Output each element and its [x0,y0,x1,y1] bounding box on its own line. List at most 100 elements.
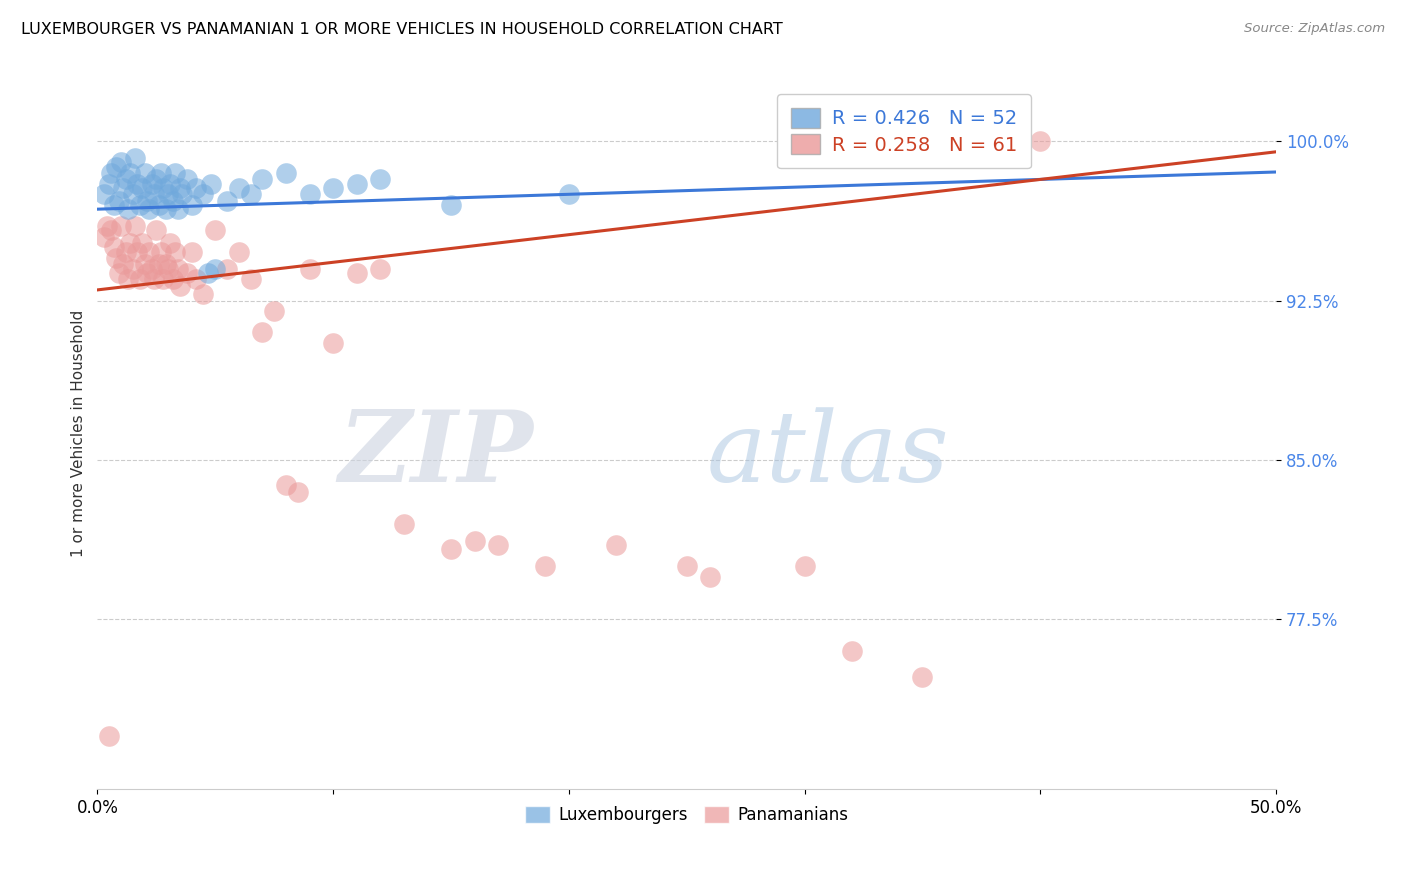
Point [165,166,187,180]
Text: LUXEMBOURGER VS PANAMANIAN 1 OR MORE VEHICLES IN HOUSEHOLD CORRELATION CHART: LUXEMBOURGER VS PANAMANIAN 1 OR MORE VEH… [21,22,783,37]
Point [172,187,194,202]
Point [152,272,174,286]
Point [162,272,184,286]
Point [186,181,208,195]
Point [114,172,136,186]
Point [605,538,627,552]
Point [699,570,721,584]
Point [239,187,262,202]
Point [197,266,219,280]
Point [157,187,180,202]
Point [134,257,156,271]
Point [131,181,153,195]
Point [103,240,125,254]
Point [981,134,1004,148]
Point [159,236,181,251]
Point [93,187,115,202]
Point [346,266,368,280]
Point [114,244,136,259]
Point [105,251,128,265]
Point [121,187,143,202]
Point [157,261,180,276]
Point [159,177,181,191]
Point [120,166,142,180]
Point [138,244,160,259]
Point [534,559,557,574]
Point [121,261,143,276]
Point [841,644,863,658]
Text: atlas: atlas [707,407,949,502]
Point [135,266,157,280]
Point [486,538,509,552]
Point [392,516,415,531]
Point [162,194,184,208]
Point [112,181,135,195]
Point [148,257,170,271]
Point [138,202,160,216]
Point [204,223,226,237]
Point [793,559,815,574]
Point [204,261,226,276]
Point [440,542,463,557]
Point [152,181,174,195]
Point [558,187,581,202]
Point [112,257,135,271]
Point [252,326,274,340]
Point [166,202,188,216]
Point [263,304,285,318]
Point [96,219,118,234]
Point [135,194,157,208]
Point [117,202,139,216]
Point [193,187,215,202]
Point [100,166,122,180]
Point [128,272,150,286]
Point [155,202,177,216]
Point [186,272,208,286]
Point [127,244,149,259]
Point [165,244,187,259]
Point [166,261,188,276]
Point [298,261,321,276]
Point [169,278,191,293]
Point [287,484,309,499]
Text: Source: ZipAtlas.com: Source: ZipAtlas.com [1244,22,1385,36]
Point [274,166,297,180]
Point [322,181,344,195]
Point [228,181,250,195]
Point [107,266,129,280]
Point [298,187,321,202]
Point [148,198,170,212]
Legend: Luxembourgers, Panamanians: Luxembourgers, Panamanians [515,796,859,834]
Point [228,244,250,259]
Point [200,177,222,191]
Point [150,244,173,259]
Point [98,177,121,191]
Point [180,244,202,259]
Point [1029,134,1052,148]
Point [127,177,149,191]
Point [105,160,128,174]
Point [252,172,274,186]
Point [346,177,368,191]
Point [440,198,463,212]
Y-axis label: 1 or more Vehicles in Household: 1 or more Vehicles in Household [72,310,86,557]
Point [134,166,156,180]
Point [911,670,934,684]
Point [98,729,121,743]
Point [155,257,177,271]
Point [675,559,697,574]
Point [131,236,153,251]
Point [100,223,122,237]
Point [169,181,191,195]
Point [193,287,215,301]
Text: ZIP: ZIP [339,407,533,503]
Point [368,261,391,276]
Point [215,261,238,276]
Point [110,219,132,234]
Point [176,266,198,280]
Point [110,155,132,169]
Point [368,172,391,186]
Point [142,272,165,286]
Point [322,336,344,351]
Point [128,198,150,212]
